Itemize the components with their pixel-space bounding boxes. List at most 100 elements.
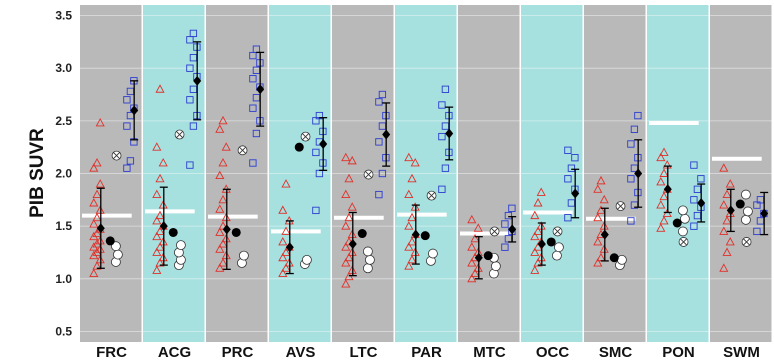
red-triangle-point bbox=[410, 158, 420, 167]
red-triangle-point bbox=[470, 268, 480, 277]
red-triangle-point bbox=[593, 184, 603, 193]
filled-circle-point bbox=[105, 236, 115, 246]
y-tick-label: 2.5 bbox=[55, 114, 72, 128]
crossed-circle-x bbox=[554, 228, 561, 235]
blue-square-point bbox=[123, 122, 131, 130]
blue-square-point bbox=[249, 104, 257, 112]
red-triangle-point bbox=[659, 191, 669, 201]
red-triangle-point bbox=[152, 265, 162, 274]
open-circle-point bbox=[743, 206, 753, 217]
red-triangle-point bbox=[281, 179, 291, 188]
red-triangle-point bbox=[341, 221, 351, 230]
open-circle-point bbox=[741, 214, 751, 225]
x-tick-label: SWM bbox=[723, 344, 760, 361]
red-triangle-point bbox=[533, 242, 543, 251]
blue-square-point bbox=[375, 138, 383, 146]
red-triangle-point bbox=[152, 231, 162, 241]
open-circle-point bbox=[113, 249, 123, 260]
blue-square-point bbox=[627, 217, 635, 225]
blue-square-point bbox=[690, 222, 698, 230]
blue-square-point bbox=[564, 214, 572, 222]
blue-square-point bbox=[438, 132, 446, 141]
red-triangle-point bbox=[215, 170, 225, 180]
red-triangle-point bbox=[659, 147, 669, 156]
y-tick-labels: 0.5 1.0 1.5 2.0 2.5 3.0 3.5 bbox=[55, 9, 72, 339]
blue-mean-diamond bbox=[571, 188, 580, 199]
red-triangle-point bbox=[596, 205, 606, 214]
red-triangle-point bbox=[92, 228, 102, 237]
red-mean-diamond bbox=[159, 221, 168, 232]
open-circle-point bbox=[678, 205, 688, 216]
open-circle-point bbox=[362, 246, 373, 257]
x-tick-label: FRC bbox=[96, 344, 127, 361]
blue-square-point bbox=[441, 164, 450, 172]
red-mean-diamond bbox=[600, 229, 609, 240]
open-circle-point bbox=[554, 242, 564, 253]
blue-square-point bbox=[312, 206, 320, 215]
blue-square-point bbox=[126, 157, 135, 165]
red-triangle-point bbox=[656, 223, 666, 232]
blue-square-point bbox=[378, 169, 387, 178]
red-triangle-point bbox=[218, 258, 228, 267]
open-circle-point bbox=[552, 250, 562, 261]
red-triangle-point bbox=[344, 212, 354, 222]
blue-square-point bbox=[571, 154, 579, 162]
red-triangle-point bbox=[347, 155, 357, 165]
open-circle-point bbox=[111, 241, 121, 252]
red-triangle-point bbox=[536, 187, 546, 196]
blue-square-point bbox=[375, 190, 383, 199]
red-triangle-point bbox=[218, 239, 228, 248]
red-triangle-point bbox=[407, 173, 417, 183]
red-triangle-point bbox=[659, 168, 669, 177]
red-triangle-point bbox=[89, 219, 99, 228]
red-triangle-point bbox=[533, 198, 543, 207]
red-triangle-point bbox=[467, 273, 477, 283]
blue-square-point bbox=[690, 161, 698, 169]
x-tick-label: LTC bbox=[349, 344, 377, 361]
red-triangle-point bbox=[719, 226, 729, 235]
red-triangle-point bbox=[725, 179, 735, 188]
blue-square-point bbox=[441, 85, 450, 93]
filled-circle-point bbox=[294, 142, 304, 152]
crossed-circle-x bbox=[617, 202, 624, 210]
red-triangle-point bbox=[155, 258, 165, 267]
blue-square-point bbox=[504, 211, 513, 220]
filled-circle-point bbox=[546, 237, 556, 247]
blue-mean-diamond bbox=[508, 224, 517, 235]
red-triangle-point bbox=[278, 268, 288, 277]
blue-square-point bbox=[252, 129, 261, 138]
open-circle-point bbox=[175, 240, 186, 251]
red-triangle-point bbox=[92, 189, 102, 199]
red-triangle-point bbox=[344, 252, 354, 262]
blue-square-point bbox=[627, 175, 635, 183]
red-triangle-point bbox=[278, 205, 288, 214]
red-triangle-point bbox=[89, 163, 99, 172]
red-triangle-point bbox=[152, 189, 162, 199]
x-tick-label: MTC bbox=[473, 344, 506, 361]
x-tick-label: PON bbox=[662, 344, 695, 361]
red-triangle-point bbox=[719, 263, 729, 272]
blue-square-point bbox=[697, 175, 705, 183]
x-tick-label: OCC bbox=[536, 344, 570, 361]
data-marks bbox=[89, 29, 769, 288]
red-triangle-point bbox=[281, 247, 291, 256]
open-circle-point bbox=[617, 254, 627, 265]
red-triangle-point bbox=[278, 252, 288, 262]
y-tick-label: 3.5 bbox=[55, 9, 72, 23]
crossed-circle-x bbox=[491, 228, 498, 235]
red-triangle-point bbox=[155, 242, 165, 251]
blue-square-point bbox=[567, 164, 576, 172]
filled-circle-point bbox=[609, 253, 619, 263]
red-triangle-point bbox=[341, 152, 351, 162]
red-mean-diamond bbox=[474, 252, 483, 263]
crossed-circle-x bbox=[239, 147, 246, 154]
red-triangle-point bbox=[722, 215, 732, 225]
red-triangle-point bbox=[341, 258, 351, 267]
blue-mean-diamond bbox=[634, 168, 643, 179]
red-triangle-point bbox=[722, 247, 732, 256]
blue-square-point bbox=[312, 148, 320, 157]
red-triangle-point bbox=[719, 163, 729, 172]
red-mean-diamond bbox=[96, 223, 105, 234]
